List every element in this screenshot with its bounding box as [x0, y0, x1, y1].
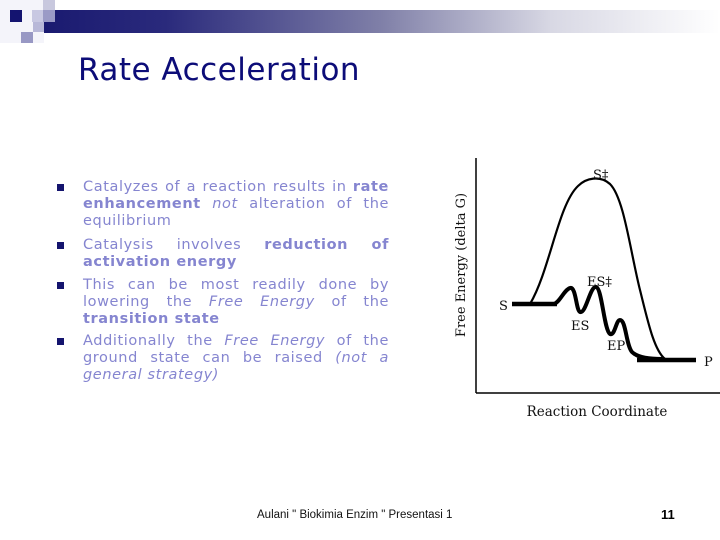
bullet-square-icon: [57, 242, 64, 249]
deco-square: [43, 0, 55, 11]
label-es-transition: ES‡: [587, 275, 612, 290]
slide-title: Rate Acceleration: [78, 52, 361, 88]
footer-text: Aulani " Biokimia Enzim " Presentasi 1: [257, 509, 453, 521]
label-s: S: [499, 299, 508, 314]
label-s-transition: S‡: [593, 168, 609, 183]
bullet-text: Catalyzes of a reaction results in: [83, 179, 353, 195]
bullet-text-bold: rate enhancement: [83, 179, 389, 212]
bullet-text-italic: (not a general strategy): [83, 350, 389, 383]
deco-square: [43, 10, 55, 22]
bullet-square-icon: [57, 184, 64, 191]
bullet-text-bold: reduction of activation energy: [83, 237, 389, 270]
header-gradient-band: [44, 10, 720, 33]
bullet-text: This can be most readily done by lowerin…: [83, 277, 389, 310]
bullet-item: Additionally the Free Energy of the grou…: [57, 333, 389, 384]
deco-square: [21, 32, 33, 43]
bullet-text: of the: [314, 294, 389, 310]
bullet-square-icon: [57, 338, 64, 345]
catalyzed-curve: [553, 285, 663, 361]
deco-square: [10, 10, 22, 22]
bullet-text-italic: Free Energy: [208, 294, 315, 310]
deco-square: [32, 10, 44, 22]
bullet-text-italic: Free Energy: [224, 333, 326, 349]
bullet-text: Catalysis involves: [83, 237, 265, 253]
label-es: ES: [571, 319, 589, 334]
bullet-item: This can be most readily done by lowerin…: [57, 277, 389, 333]
x-axis-label: Reaction Coordinate: [527, 404, 668, 420]
bullet-text: alteration of the equilibrium: [83, 196, 389, 229]
y-axis-label: Free Energy (delta G): [454, 193, 469, 337]
page-number: 11: [661, 507, 675, 522]
bullet-text: Additionally the: [83, 333, 225, 349]
bullet-text-italic: not: [212, 196, 238, 212]
bullet-text: [201, 196, 212, 212]
bullet-list: Catalyzes of a reaction results in rate …: [57, 179, 389, 384]
deco-square: [33, 22, 44, 32]
bullet-text: of the ground state can be raised: [83, 333, 389, 366]
uncatalyzed-curve: [529, 177, 666, 360]
label-ep: EP: [607, 339, 625, 354]
bullet-item: Catalyzes of a reaction results in rate …: [57, 179, 389, 237]
bullet-text-bold: transition state: [83, 311, 220, 327]
bullet-item: Catalysis involves reduction of activati…: [57, 237, 389, 277]
bullet-square-icon: [57, 282, 64, 289]
free-energy-diagram: S‡ ES‡ S ES EP P Free Energy (delta G) R…: [454, 158, 720, 420]
label-p: P: [704, 355, 713, 370]
